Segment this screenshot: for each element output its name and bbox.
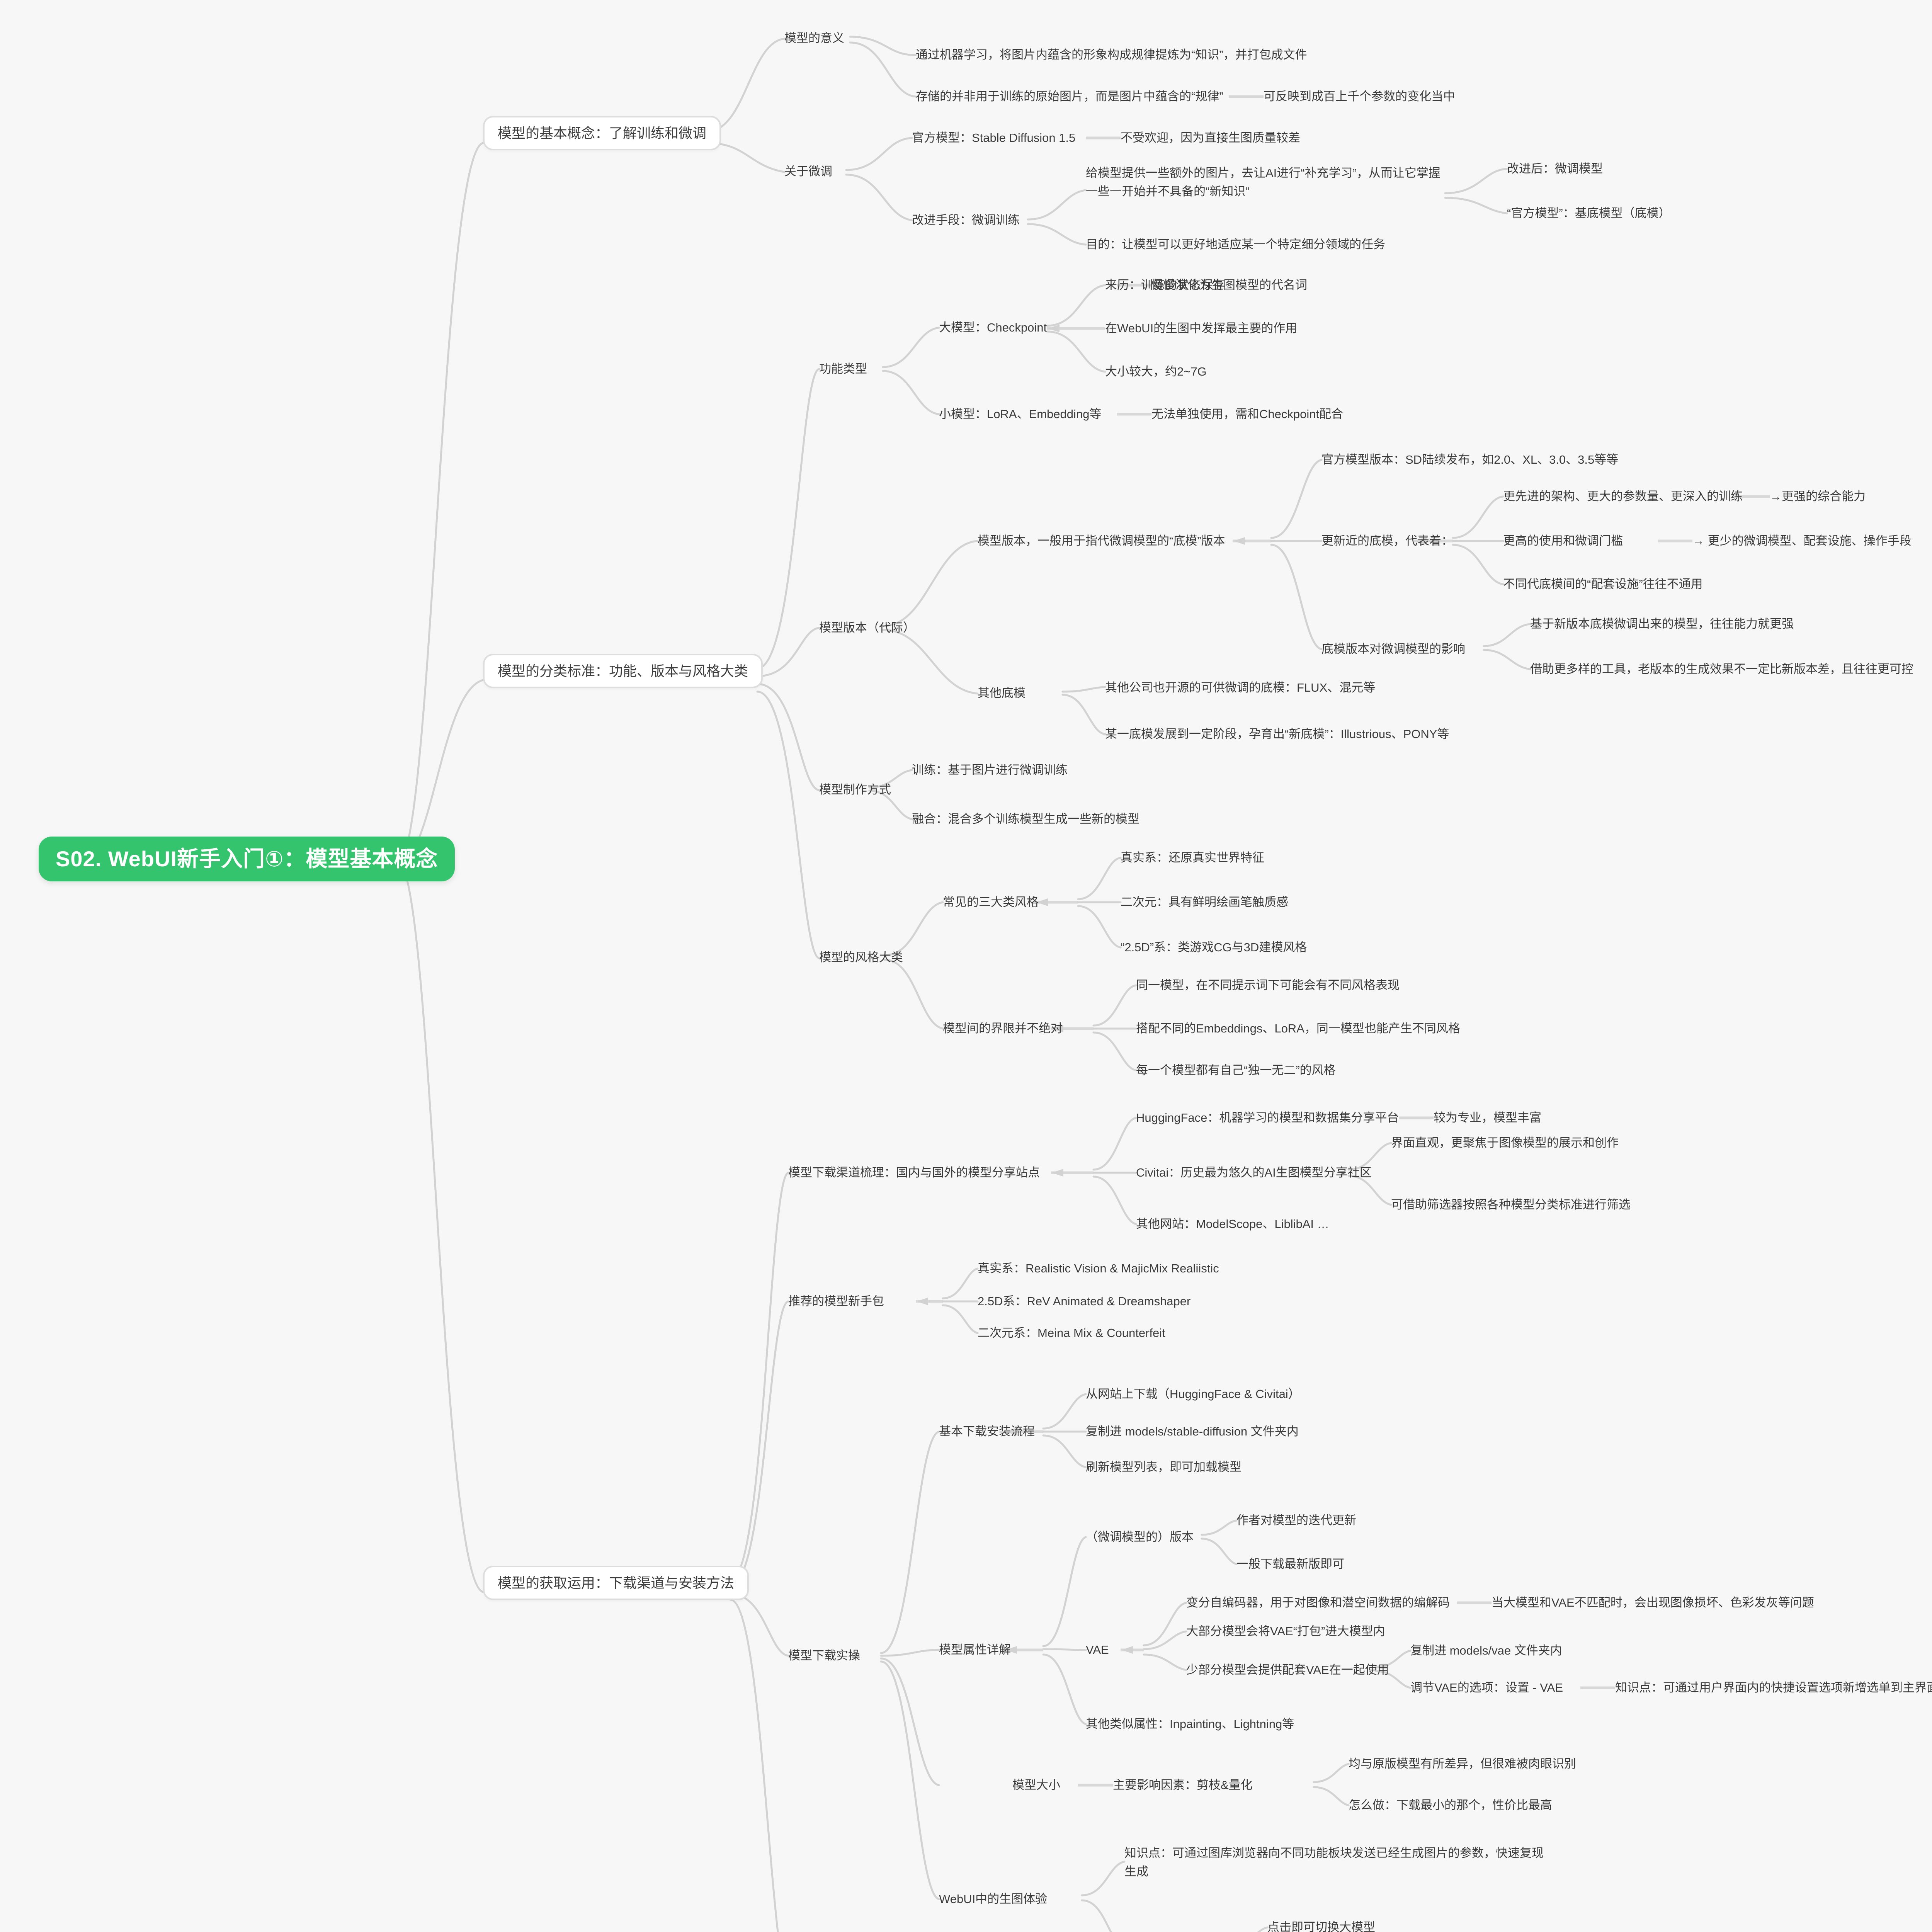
node-small-model[interactable]: 小模型：LoRA、Embedding等 [939,407,1102,421]
node-improve-detail-1[interactable]: 给模型提供一些额外的图片，去让AI进行“补充学习”，从而让它掌握一些一开始并不具… [1086,166,1440,199]
node-style-anime[interactable]: 二次元：具有鲜明绘画笔触质感 [1121,895,1288,909]
node-other-base-models[interactable]: 其他底模 [978,686,1026,700]
node-starter-realistic[interactable]: 真实系：Realistic Vision & MajicMix Realiist… [978,1262,1219,1275]
node-install-flow[interactable]: 基本下载安装流程 [939,1425,1035,1438]
node-checkpoint-size[interactable]: 大小较大，约2~7G [1105,365,1207,378]
node-install-step-2[interactable]: 复制进 models/stable-diffusion 文件夹内 [1086,1425,1299,1438]
node-vae-mismatch[interactable]: 当大模型和VAE不匹配时，会出现图像损坏、色彩发灰等问题 [1492,1596,1814,1609]
node-style-realistic[interactable]: 真实系：还原真实世界特征 [1121,851,1264,864]
node-checkpoint-origin[interactable]: 来历：训练的状态保存 [1105,278,1225,292]
node-vae[interactable]: VAE [1086,1643,1109,1656]
node-base-version-effect-1[interactable]: 基于新版本底模微调出来的模型，往往能力就更强 [1530,617,1794,631]
node-official-base-model[interactable]: “官方模型”：基底模型（底模） [1507,206,1671,220]
node-official-model[interactable]: 官方模型：Stable Diffusion 1.5 [912,131,1076,145]
node-improve-method[interactable]: 改进手段：微调训练 [912,213,1020,227]
node-vae-setting[interactable]: 调节VAE的选项：设置 - VAE [1410,1681,1563,1694]
node-channel-other-sites[interactable]: 其他网站：ModelScope、LiblibAI … [1136,1217,1329,1231]
node-vae-folder[interactable]: 复制进 models/vae 文件夹内 [1410,1644,1562,1657]
node-checkpoint-origin-detail[interactable]: 慢慢演化为生图模型的代名词 [1151,278,1307,292]
node-channel-civitai-2[interactable]: 可借助筛选器按照各种模型分类标准进行筛选 [1391,1198,1631,1211]
node-click-switch-model[interactable]: 点击即可切换大模型 [1267,1920,1375,1932]
node-vae-separate[interactable]: 少部分模型会提供配套VAE在一起使用 [1186,1663,1389,1677]
node-model-version[interactable]: 模型版本（代际） [819,621,915,634]
node-vae-definition[interactable]: 变分自编码器，用于对图像和潜空间数据的编解码 [1186,1596,1450,1609]
node-vae-setting-note[interactable]: 知识点：可通过用户界面内的快捷设置选项新增选单到主界面上 [1615,1681,1932,1694]
node-model-meaning[interactable]: 模型的意义 [784,31,844,45]
node-channel-civitai[interactable]: Civitai：历史最为悠久的AI生图模型分享社区 [1136,1166,1372,1179]
node-style-25d[interactable]: “2.5D”系：类游戏CG与3D建模风格 [1121,940,1307,954]
node-style-categories[interactable]: 模型的风格大类 [819,951,903,964]
node-production-training[interactable]: 训练：基于图片进行微调训练 [912,763,1068,777]
node-meaning-point-1[interactable]: 通过机器学习，将图片内蕴含的形象构成规律提炼为“知识”，并打包成文件 [916,48,1307,61]
node-style-boundaries-1[interactable]: 同一模型，在不同提示词下可能会有不同风格表现 [1136,978,1400,992]
node-style-boundaries[interactable]: 模型间的界限并不绝对 [943,1022,1063,1035]
node-three-main-styles[interactable]: 常见的三大类风格 [943,895,1039,909]
node-improve-purpose[interactable]: 目的：让模型可以更好地适应某一个特定细分领域的任务 [1086,238,1385,251]
node-about-finetune[interactable]: 关于微调 [784,165,832,178]
node-install-step-1[interactable]: 从网站上下载（HuggingFace & Civitai） [1086,1387,1300,1401]
node-download-channels[interactable]: 模型下载渠道梳理：国内与国外的模型分享站点 [788,1166,1040,1179]
node-other-attributes[interactable]: 其他类似属性：Inpainting、Lightning等 [1086,1717,1294,1731]
node-base-version-effect[interactable]: 底模版本对微调模型的影响 [1321,642,1465,656]
node-size-recommendation[interactable]: 怎么做：下载最小的那个，性价比最高 [1349,1798,1552,1812]
node-size-factors[interactable]: 主要影响因素：剪枝&量化 [1113,1778,1253,1792]
node-newer-base-model[interactable]: 更新近的底模，代表着： [1321,534,1453,548]
node-webui-experience[interactable]: WebUI中的生图体验 [939,1892,1048,1906]
node-vae-packed[interactable]: 大部分模型会将VAE“打包”进大模型内 [1186,1624,1385,1638]
root-node[interactable]: S02. WebUI新手入门①：模型基本概念 [39,837,455,882]
node-style-boundaries-2[interactable]: 搭配不同的Embeddings、LoRA，同一模型也能产生不同风格 [1136,1022,1460,1035]
branch-node-basic-concepts[interactable]: 模型的基本概念：了解训练和微调 [483,116,721,151]
node-style-boundaries-3[interactable]: 每一个模型都有自己“独一无二”的风格 [1136,1063,1336,1077]
node-version-definition[interactable]: 模型版本，一般用于指代微调模型的“底模”版本 [978,534,1225,548]
node-cross-gen-incompatible[interactable]: 不同代底模间的“配套设施”往往不通用 [1503,577,1703,591]
node-official-model-detail[interactable]: 不受欢迎，因为直接生图质量较差 [1121,131,1300,145]
node-download-latest[interactable]: 一般下载最新版即可 [1236,1557,1344,1571]
node-after-improve[interactable]: 改进后：微调模型 [1507,162,1603,175]
node-newer-advantage-1[interactable]: 更先进的架构、更大的参数量、更深入的训练 [1503,490,1743,503]
node-webui-knowledge-point[interactable]: 知识点：可通过图库浏览器向不同功能板块发送已经生成图片的参数，快速复现生成 [1124,1846,1544,1879]
node-other-base-models-2[interactable]: 某一底模发展到一定阶段，孕育出“新底模”：Illustrious、PONY等 [1105,727,1449,741]
node-other-base-models-1[interactable]: 其他公司也开源的可供微调的底模：FLUX、混元等 [1105,681,1376,694]
node-model-size[interactable]: 模型大小 [1012,1778,1060,1792]
node-newer-threshold-result[interactable]: → 更少的微调模型、配套设施、操作手段 [1692,534,1912,548]
branch-node-classification[interactable]: 模型的分类标准：功能、版本与风格大类 [483,654,763,689]
node-install-step-3[interactable]: 刷新模型列表，即可加载模型 [1086,1460,1242,1474]
node-base-version-effect-2[interactable]: 借助更多样的工具，老版本的生成效果不一定比新版本差，且往往更可控 [1530,662,1913,676]
node-newer-advantage-1-result[interactable]: →更强的综合能力 [1770,490,1866,503]
node-meaning-point-2[interactable]: 存储的并非用于训练的原始图片，而是图片中蕴含的“规律” [916,90,1223,103]
node-official-versions[interactable]: 官方模型版本：SD陆续发布，如2.0、XL、3.0、3.5等等 [1321,453,1619,466]
node-starter-pack[interactable]: 推荐的模型新手包 [788,1294,884,1308]
node-production-merge[interactable]: 融合：混合多个训练模型生成一些新的模型 [912,812,1139,826]
node-checkpoint-role[interactable]: 在WebUI的生图中发挥最主要的作用 [1105,321,1298,335]
node-channel-civitai-1[interactable]: 界面直观，更聚焦于图像模型的展示和创作 [1391,1136,1619,1150]
node-newer-threshold[interactable]: 更高的使用和微调门槛 [1503,534,1623,548]
branch-node-acquisition[interactable]: 模型的获取运用：下载渠道与安装方法 [483,1566,749,1600]
node-big-model-checkpoint[interactable]: 大模型：Checkpoint [939,321,1047,334]
node-author-iteration[interactable]: 作者对模型的迭代更新 [1236,1514,1356,1527]
node-small-model-detail[interactable]: 无法单独使用，需和Checkpoint配合 [1151,407,1344,421]
node-starter-anime[interactable]: 二次元系：Meina Mix & Counterfeit [978,1326,1165,1340]
node-function-type[interactable]: 功能类型 [819,362,867,376]
node-starter-25d[interactable]: 2.5D系：ReV Animated & Dreamshaper [978,1294,1191,1308]
node-channel-huggingface-detail[interactable]: 较为专业，模型丰富 [1434,1111,1541,1124]
node-size-factors-detail[interactable]: 均与原版模型有所差异，但很难被肉眼识别 [1349,1757,1576,1770]
node-production-method[interactable]: 模型制作方式 [819,783,891,796]
node-channel-huggingface[interactable]: HuggingFace：机器学习的模型和数据集分享平台 [1136,1111,1399,1124]
node-download-practice[interactable]: 模型下载实操 [788,1649,860,1662]
node-meaning-point-2-detail[interactable]: 可反映到成百上千个参数的变化当中 [1264,90,1455,103]
node-finetune-model-version[interactable]: （微调模型的）版本 [1086,1530,1194,1544]
node-model-attributes[interactable]: 模型属性详解 [939,1643,1011,1656]
